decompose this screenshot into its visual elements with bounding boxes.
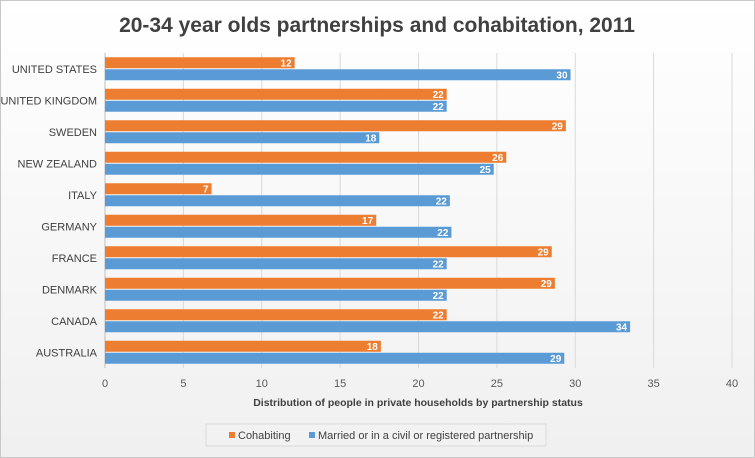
bar	[105, 352, 565, 364]
x-axis-label: Distribution of people in private househ…	[253, 397, 583, 409]
bar	[105, 340, 381, 352]
category-label: UNITED KINGDOM	[0, 95, 97, 107]
bar	[105, 183, 212, 195]
data-label: 22	[436, 196, 448, 207]
x-tick-label: 35	[648, 378, 660, 390]
data-label: 30	[556, 70, 568, 81]
bar	[105, 214, 377, 226]
data-label: 22	[433, 310, 445, 321]
bar	[105, 163, 494, 175]
bar	[105, 289, 447, 301]
data-label: 18	[367, 342, 379, 353]
data-label: 22	[433, 259, 445, 270]
category-label: FRANCE	[52, 253, 97, 265]
legend-swatch-married	[309, 432, 315, 438]
bar	[105, 226, 452, 238]
x-tick-label: 20	[412, 378, 424, 390]
data-label: 22	[433, 102, 445, 113]
category-label: GERMANY	[41, 221, 97, 233]
category-labels: UNITED STATES UNITED KINGDOM SWEDEN NEW ZEA…	[0, 64, 97, 360]
legend: Cohabiting Married or in a civil or regi…	[205, 423, 547, 447]
bar	[105, 309, 447, 321]
x-tick-labels: 0 5 10 15 20 25 30 35 40	[102, 378, 738, 390]
data-label: 26	[492, 153, 504, 164]
legend-label-married: Married or in a civil or registered part…	[318, 430, 533, 442]
category-label: UNITED STATES	[12, 64, 97, 76]
x-tick-label: 15	[334, 378, 346, 390]
data-label: 12	[281, 58, 293, 69]
bar	[105, 132, 380, 144]
category-label: DENMARK	[42, 284, 98, 296]
category-label: NEW ZEALAND	[18, 158, 98, 170]
x-tick-label: 0	[102, 378, 108, 390]
bar	[105, 151, 507, 163]
x-tick-label: 25	[491, 378, 503, 390]
legend-swatch-cohabiting	[229, 432, 235, 438]
data-label: 29	[538, 247, 550, 258]
category-label: CANADA	[51, 316, 98, 328]
data-label: 18	[365, 133, 377, 144]
bar	[105, 258, 447, 270]
data-label: 29	[541, 279, 553, 290]
data-label: 7	[203, 184, 209, 195]
legend-box	[205, 423, 547, 447]
data-label: 22	[433, 291, 445, 302]
gridlines	[104, 53, 733, 368]
bar	[105, 120, 566, 132]
data-label: 17	[362, 216, 374, 227]
category-label: ITALY	[68, 190, 98, 202]
data-label: 22	[437, 228, 449, 239]
data-label: 29	[550, 354, 562, 365]
x-tick-label: 30	[569, 378, 581, 390]
bar	[105, 277, 555, 289]
bar	[105, 88, 447, 100]
category-label: SWEDEN	[49, 127, 97, 139]
bar	[105, 57, 295, 69]
data-label: 22	[433, 90, 445, 101]
category-label: AUSTRALIA	[36, 347, 98, 359]
chart-title: 20-34 year olds partnerships and cohabit…	[119, 14, 635, 37]
legend-label-cohabiting: Cohabiting	[238, 430, 291, 442]
bar	[105, 195, 450, 207]
x-tick-label: 40	[726, 378, 738, 390]
bar	[105, 321, 631, 333]
x-tick-label: 10	[256, 378, 268, 390]
bar	[105, 100, 447, 112]
x-tick-label: 5	[180, 378, 186, 390]
bar	[105, 246, 552, 258]
bar	[105, 69, 571, 81]
data-label: 29	[552, 121, 564, 132]
data-label: 25	[480, 165, 492, 176]
data-label: 34	[616, 322, 628, 333]
